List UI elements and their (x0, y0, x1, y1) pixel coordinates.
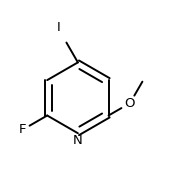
Text: N: N (73, 134, 83, 147)
Text: I: I (56, 21, 60, 34)
Text: F: F (19, 123, 26, 136)
Text: O: O (125, 97, 135, 110)
